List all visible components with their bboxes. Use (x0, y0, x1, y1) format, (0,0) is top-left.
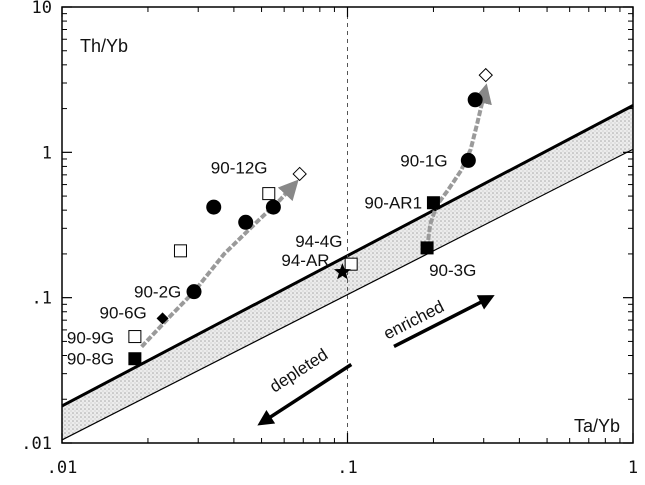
depleted-arrowhead (257, 410, 276, 426)
marker-g6 (467, 92, 483, 108)
enriched-arrow (393, 298, 487, 349)
mantle-array-lower-boundary (61, 148, 634, 441)
x-tick-label: .01 (47, 458, 78, 478)
enriched-arrowhead (476, 295, 495, 310)
marker-g7 (478, 67, 493, 83)
marker-g3 (238, 214, 254, 230)
enriched-annotation: enriched (380, 295, 495, 349)
marker-90-9G (128, 330, 142, 344)
marker-90-8G (128, 352, 142, 366)
y-tick-label: 1 (42, 143, 52, 163)
data-markers (128, 67, 493, 366)
x-axis-title: Ta/Yb (574, 416, 620, 436)
marker-90-6G (156, 312, 169, 325)
plot-frame: .01 .1 1 .01 .1 1 10 (21, 0, 638, 478)
x-tick-label: 1 (628, 458, 638, 478)
marker-g2 (206, 199, 222, 215)
marker-94-4G (344, 257, 358, 271)
y-tick-label: 10 (32, 0, 52, 18)
left-trend-arrow (140, 179, 299, 349)
x-tick-label: .1 (337, 458, 357, 478)
point-label-90-1G: 90-1G (400, 151, 447, 170)
trend-arrows (140, 83, 492, 349)
point-label-90-2G: 90-2G (134, 283, 181, 302)
point-label-94-AR: 94-AR (281, 251, 329, 270)
marker-g5 (292, 166, 307, 182)
point-label-90-12G: 90-12G (211, 159, 268, 178)
marker-90-1G (460, 152, 476, 168)
marker-g4 (265, 199, 281, 215)
point-label-90-8G: 90-8G (67, 350, 114, 369)
marker-90-2G (186, 284, 202, 300)
point-label-90-9G: 90-9G (67, 329, 114, 348)
point-label-94-4G: 94-4G (295, 232, 342, 251)
point-label-90-3G: 90-3G (429, 261, 476, 280)
marker-90-12G (262, 187, 276, 201)
depleted-label: depleted (266, 345, 331, 396)
marker-94-AR (333, 263, 351, 280)
point-label-90-6G: 90-6G (100, 303, 147, 322)
point-label-90-AR1: 90-AR1 (364, 194, 422, 213)
depleted-arrow (264, 363, 353, 422)
marker-g1 (173, 244, 187, 258)
y-axis-title: Th/Yb (80, 36, 128, 56)
right-trend-arrow (425, 83, 492, 249)
depleted-annotation: depleted (257, 345, 353, 426)
y-tick-label: .1 (32, 289, 52, 309)
y-tick-label: .01 (21, 434, 52, 454)
marker-90-3G (420, 241, 434, 255)
marker-90-AR1 (426, 196, 440, 210)
